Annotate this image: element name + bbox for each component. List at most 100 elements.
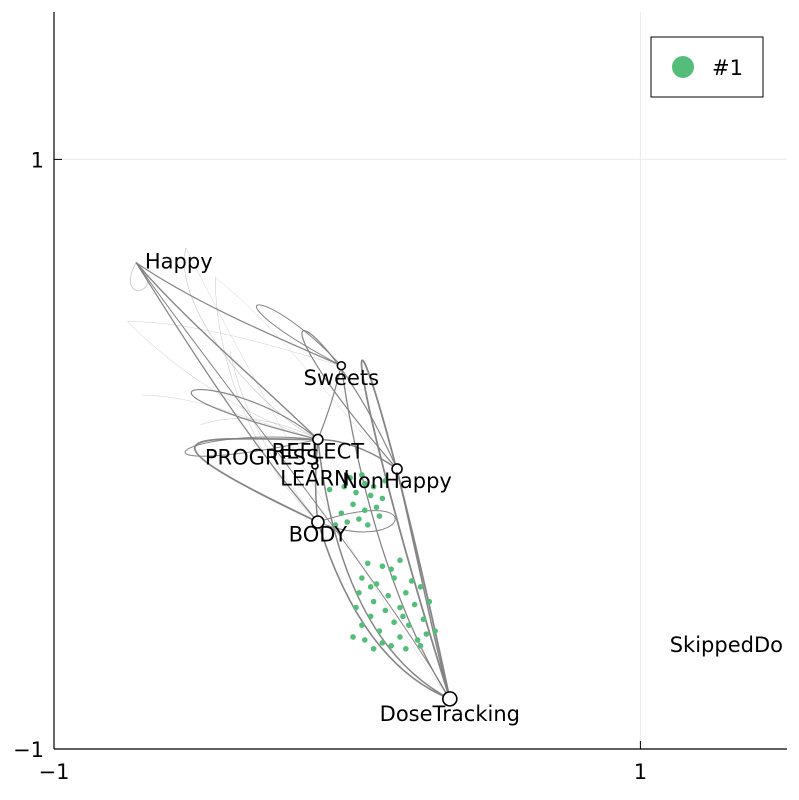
scatter-point-16 [361,480,368,487]
scatter-point-19 [364,560,371,567]
scatter-point-7 [338,510,345,516]
graph-edge-13 [360,359,451,700]
node-reflect [312,433,324,446]
scatter-point-41 [420,616,427,623]
scatter-point-29 [403,589,409,596]
graph-edge-21 [215,277,319,523]
scatter-point-51 [350,634,356,640]
scatter-point-1 [359,472,365,478]
scatter-point-31 [353,604,359,611]
scatter-point-22 [359,575,365,581]
graph-nodes [311,360,458,707]
x-tick-label-1: 1 [634,760,647,784]
node-dosetracking [442,691,458,707]
y-tick-label-0: −1 [13,738,44,762]
node-label-progress: PROGRESS [205,446,320,470]
scatter-point-24 [391,575,397,581]
scatter-point-45 [414,637,421,643]
scatter-point-55 [388,566,394,572]
scatter-point-35 [411,601,418,608]
scatter-point-28 [385,592,392,599]
scatter-point-6 [361,507,368,514]
scatter-point-11 [332,522,339,528]
node-label-skippeddo: SkippedDo [670,633,783,657]
graph-edge-3 [135,262,451,700]
scatter-point-42 [361,637,368,643]
graph-edge-5 [317,438,398,470]
scatter-point-34 [397,604,403,611]
x-tick-label-0: −1 [39,760,70,784]
node-label-happy: Happy [145,250,213,274]
graph-edge-24 [141,395,318,440]
scatter-point-36 [426,598,433,605]
graph-edge-1 [135,262,342,367]
scatter-point-48 [388,643,394,649]
scatter-point-32 [367,613,374,620]
node-label-reflect: REFLECT [272,440,365,464]
graph-edge-20 [127,321,318,440]
graph-edge-6 [314,439,319,523]
scatter-point-3 [353,489,359,496]
scatter-point-14 [370,483,377,490]
legend: #1 [650,36,764,98]
graph-edge-2 [135,262,319,523]
scatter-point-18 [376,513,383,519]
node-body [311,515,325,529]
scatter-point-49 [403,645,409,652]
axes: −1 1 −1 1 [13,12,787,784]
node-label-nonhappy: NonHappy [342,469,452,493]
scatter-point-27 [370,598,377,605]
scatter-point-0 [347,474,353,481]
node-learn [311,462,319,470]
legend-box [650,36,764,98]
scatter-point-33 [382,607,389,614]
scatter-point-46 [432,628,438,634]
scatter-point-40 [405,622,412,628]
scatter-point-54 [367,584,374,590]
graph-edge-17 [184,436,318,457]
graph-edge-16 [317,510,396,533]
scatter-point-52 [423,631,430,637]
graph-edge-18 [130,262,149,291]
scatter-point-47 [370,645,377,652]
scatter-point-44 [397,634,403,640]
graph-edge-12 [340,365,451,700]
scatter-point-53 [400,613,406,620]
scatter-point-43 [379,640,386,646]
scatter-point-8 [373,504,380,511]
graph-edge-23 [127,321,342,366]
graph-edge-7 [193,437,319,523]
scatter-point-50 [417,643,424,649]
node-label-learn: LEARN [280,466,350,490]
legend-marker [672,56,694,78]
node-sweets [336,360,347,371]
scatter-point-21 [397,557,403,564]
graph-edges [127,247,451,700]
graph-edge-10 [317,521,451,700]
graph-edge-4 [317,365,342,440]
scatter-points [326,472,438,652]
scatter-point-17 [326,486,333,493]
scatter-point-2 [341,483,348,490]
scatter-point-30 [417,584,424,590]
scatter-point-25 [408,578,415,584]
scatter-point-10 [344,519,351,525]
graph-edge-25 [215,277,398,470]
legend-label: #1 [712,56,743,80]
graph-edge-19 [184,247,319,440]
graph-edge-22 [185,247,450,700]
scatter-point-39 [391,619,397,626]
scatter-point-9 [356,516,362,522]
graph-edge-0 [135,262,319,440]
graph-edge-8 [190,388,319,441]
scatter-point-38 [376,628,383,634]
scatter-point-26 [356,589,362,596]
scatter-point-23 [373,581,380,587]
y-tick-label-1: 1 [31,148,44,172]
graph-edge-27 [200,418,318,440]
node-label-sweets: Sweets [304,366,380,390]
scatter-point-4 [367,492,374,499]
scatter-point-15 [382,477,389,484]
